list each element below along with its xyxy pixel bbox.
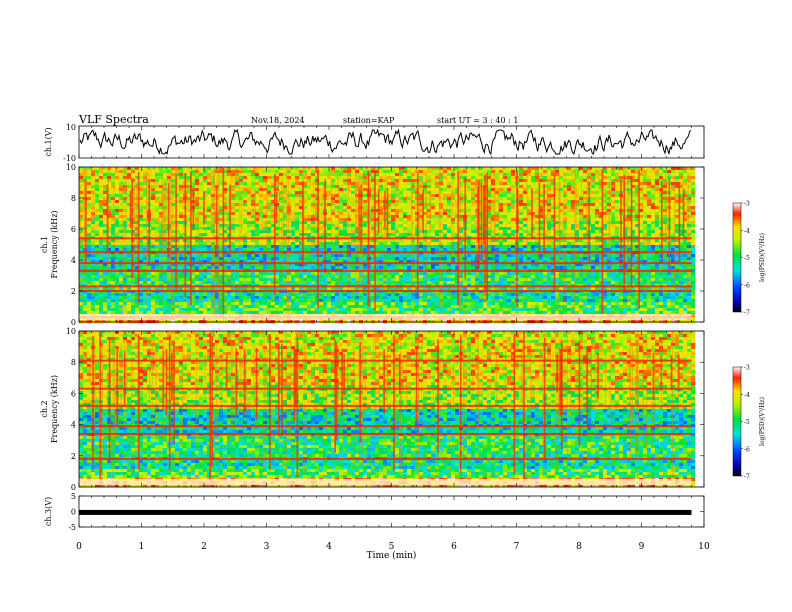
y-tick-label: 4 — [71, 256, 76, 265]
band-line — [79, 251, 692, 254]
date-label: Nov.18, 2024 — [251, 116, 305, 125]
ch2-spectrogram-ylabel-channel: ch.2 — [40, 400, 49, 417]
station-label: station=KAP — [343, 116, 395, 125]
y-tick-label: 0 — [71, 318, 76, 327]
ch1-spectrogram-ylabel-channel: ch.1 — [40, 236, 49, 253]
y-tick-label: 10 — [66, 163, 76, 172]
y-tick-label: 8 — [71, 194, 76, 203]
ch2-spectrogram-y-ticks: 0 2 4 6 8 10 — [66, 327, 704, 492]
x-tick-label: 5 — [389, 542, 395, 552]
x-tick-labels: 0 1 2 3 4 5 6 7 8 9 10 — [76, 542, 710, 552]
ch2-spectrogram-panel: ch.2 Frequency (kHz) -3 -4 -5 -6 -7 log(PSD)(V²… — [40, 330, 766, 488]
y-tick-label: 0 — [71, 508, 76, 517]
y-tick-label: -5 — [68, 523, 76, 532]
ch1-ylabel: ch.1(V) — [44, 127, 53, 156]
ch1-trace — [79, 128, 692, 156]
colorbar-tick-label: -6 — [744, 282, 750, 289]
band-line — [79, 285, 692, 288]
x-ticks — [78, 331, 705, 487]
ch2-spectrogram-bands — [79, 359, 692, 460]
colorbar-tick-label: -5 — [744, 255, 750, 262]
x-tick-label: 8 — [576, 542, 582, 552]
colorbar-gradient — [732, 366, 742, 477]
x-tick-label: 1 — [139, 542, 145, 552]
band-line — [79, 425, 692, 428]
ch3-ylabel: ch.3(V) — [44, 497, 53, 526]
x-tick-label: 7 — [514, 542, 520, 552]
y-tick-label: 8 — [71, 358, 76, 367]
x-tick-label: 3 — [264, 542, 270, 552]
ch1-waveform-panel: 10 -10 ch.1(V) — [44, 123, 705, 163]
ch2-spectrogram-colorbar: -3 -4 -5 -6 -7 log(PSD)(V²/Hz) — [732, 365, 766, 481]
ch1-spectrogram-y-ticks: 0 2 4 6 8 10 — [66, 163, 704, 327]
ch1-spectrogram-low-band — [79, 314, 692, 320]
chart-title: VLF Spectra — [79, 113, 149, 126]
colorbar-tick-label: -3 — [744, 365, 750, 372]
y-tick-label: 2 — [71, 287, 76, 296]
y-tick-label: 10 — [66, 327, 76, 336]
x-tick-label: 10 — [698, 542, 710, 552]
x-tick-label: 9 — [639, 542, 645, 552]
colorbar-tick-label: -3 — [744, 201, 750, 208]
band-line — [79, 432, 692, 435]
band-line — [79, 237, 692, 240]
band-line — [79, 262, 692, 265]
colorbar-tick-label: -7 — [744, 310, 750, 317]
x-ticks — [78, 496, 705, 527]
ch3-panel: ch.3(V) 0 1 2 3 4 5 6 7 8 9 10 Time (min) — [44, 495, 710, 561]
band-line — [79, 387, 692, 390]
ch1-spectrogram-panel: ch.1 Frequency (kHz) -3 -4 -5 -6 -7 log(PSD)(V²… — [40, 166, 766, 324]
colorbar-tick-label: -7 — [744, 474, 750, 481]
y-tick-label: 4 — [71, 421, 76, 430]
x-tick-label: 2 — [201, 542, 207, 552]
colorbar-tick-label: -4 — [744, 392, 750, 399]
y-tick-label: 10 — [66, 123, 76, 132]
ch1-spectrogram-colorbar: -3 -4 -5 -6 -7 log(PSD)(V²/Hz) — [732, 201, 766, 317]
x-tick-label: 4 — [326, 542, 332, 552]
x-axis-label: Time (min) — [367, 550, 417, 561]
start-time-label: start UT = 3 : 40 : 1 — [437, 116, 519, 125]
band-line — [79, 359, 692, 362]
x-ticks — [78, 167, 705, 322]
colorbar-label: log(PSD)(V²/Hz) — [759, 233, 766, 282]
ch3-trace — [79, 509, 692, 515]
y-tick-label: 6 — [71, 225, 76, 234]
ch1-spectrogram-ylabel-freq: Frequency (kHz) — [50, 210, 59, 278]
x-tick-label: 6 — [451, 542, 457, 552]
x-tick-label: 0 — [76, 542, 82, 552]
y-tick-label: 0 — [71, 483, 76, 492]
ch2-spectrogram-ylabel-freq: Frequency (kHz) — [50, 375, 59, 443]
band-line — [79, 457, 692, 460]
colorbar-label: log(PSD)(V²/Hz) — [759, 397, 766, 446]
y-tick-label: 2 — [71, 452, 76, 461]
colorbar-gradient — [732, 202, 742, 313]
y-tick-label: -10 — [63, 154, 76, 163]
band-line — [79, 290, 692, 292]
band-line — [79, 404, 692, 407]
ch1-spectrogram-streaks — [79, 167, 689, 322]
ch3-y-ticks: 5 0 -5 — [68, 492, 704, 532]
x-ticks — [78, 126, 705, 158]
ch1-y-labels: 10 -10 — [63, 123, 76, 163]
y-tick-label: 5 — [71, 492, 76, 501]
y-tick-label: 6 — [71, 389, 76, 398]
band-line — [79, 269, 692, 272]
colorbar-tick-label: -5 — [744, 419, 750, 426]
colorbar-tick-label: -6 — [744, 446, 750, 453]
ch2-spectrogram-low-band — [79, 479, 692, 485]
colorbar-tick-label: -4 — [744, 228, 750, 235]
